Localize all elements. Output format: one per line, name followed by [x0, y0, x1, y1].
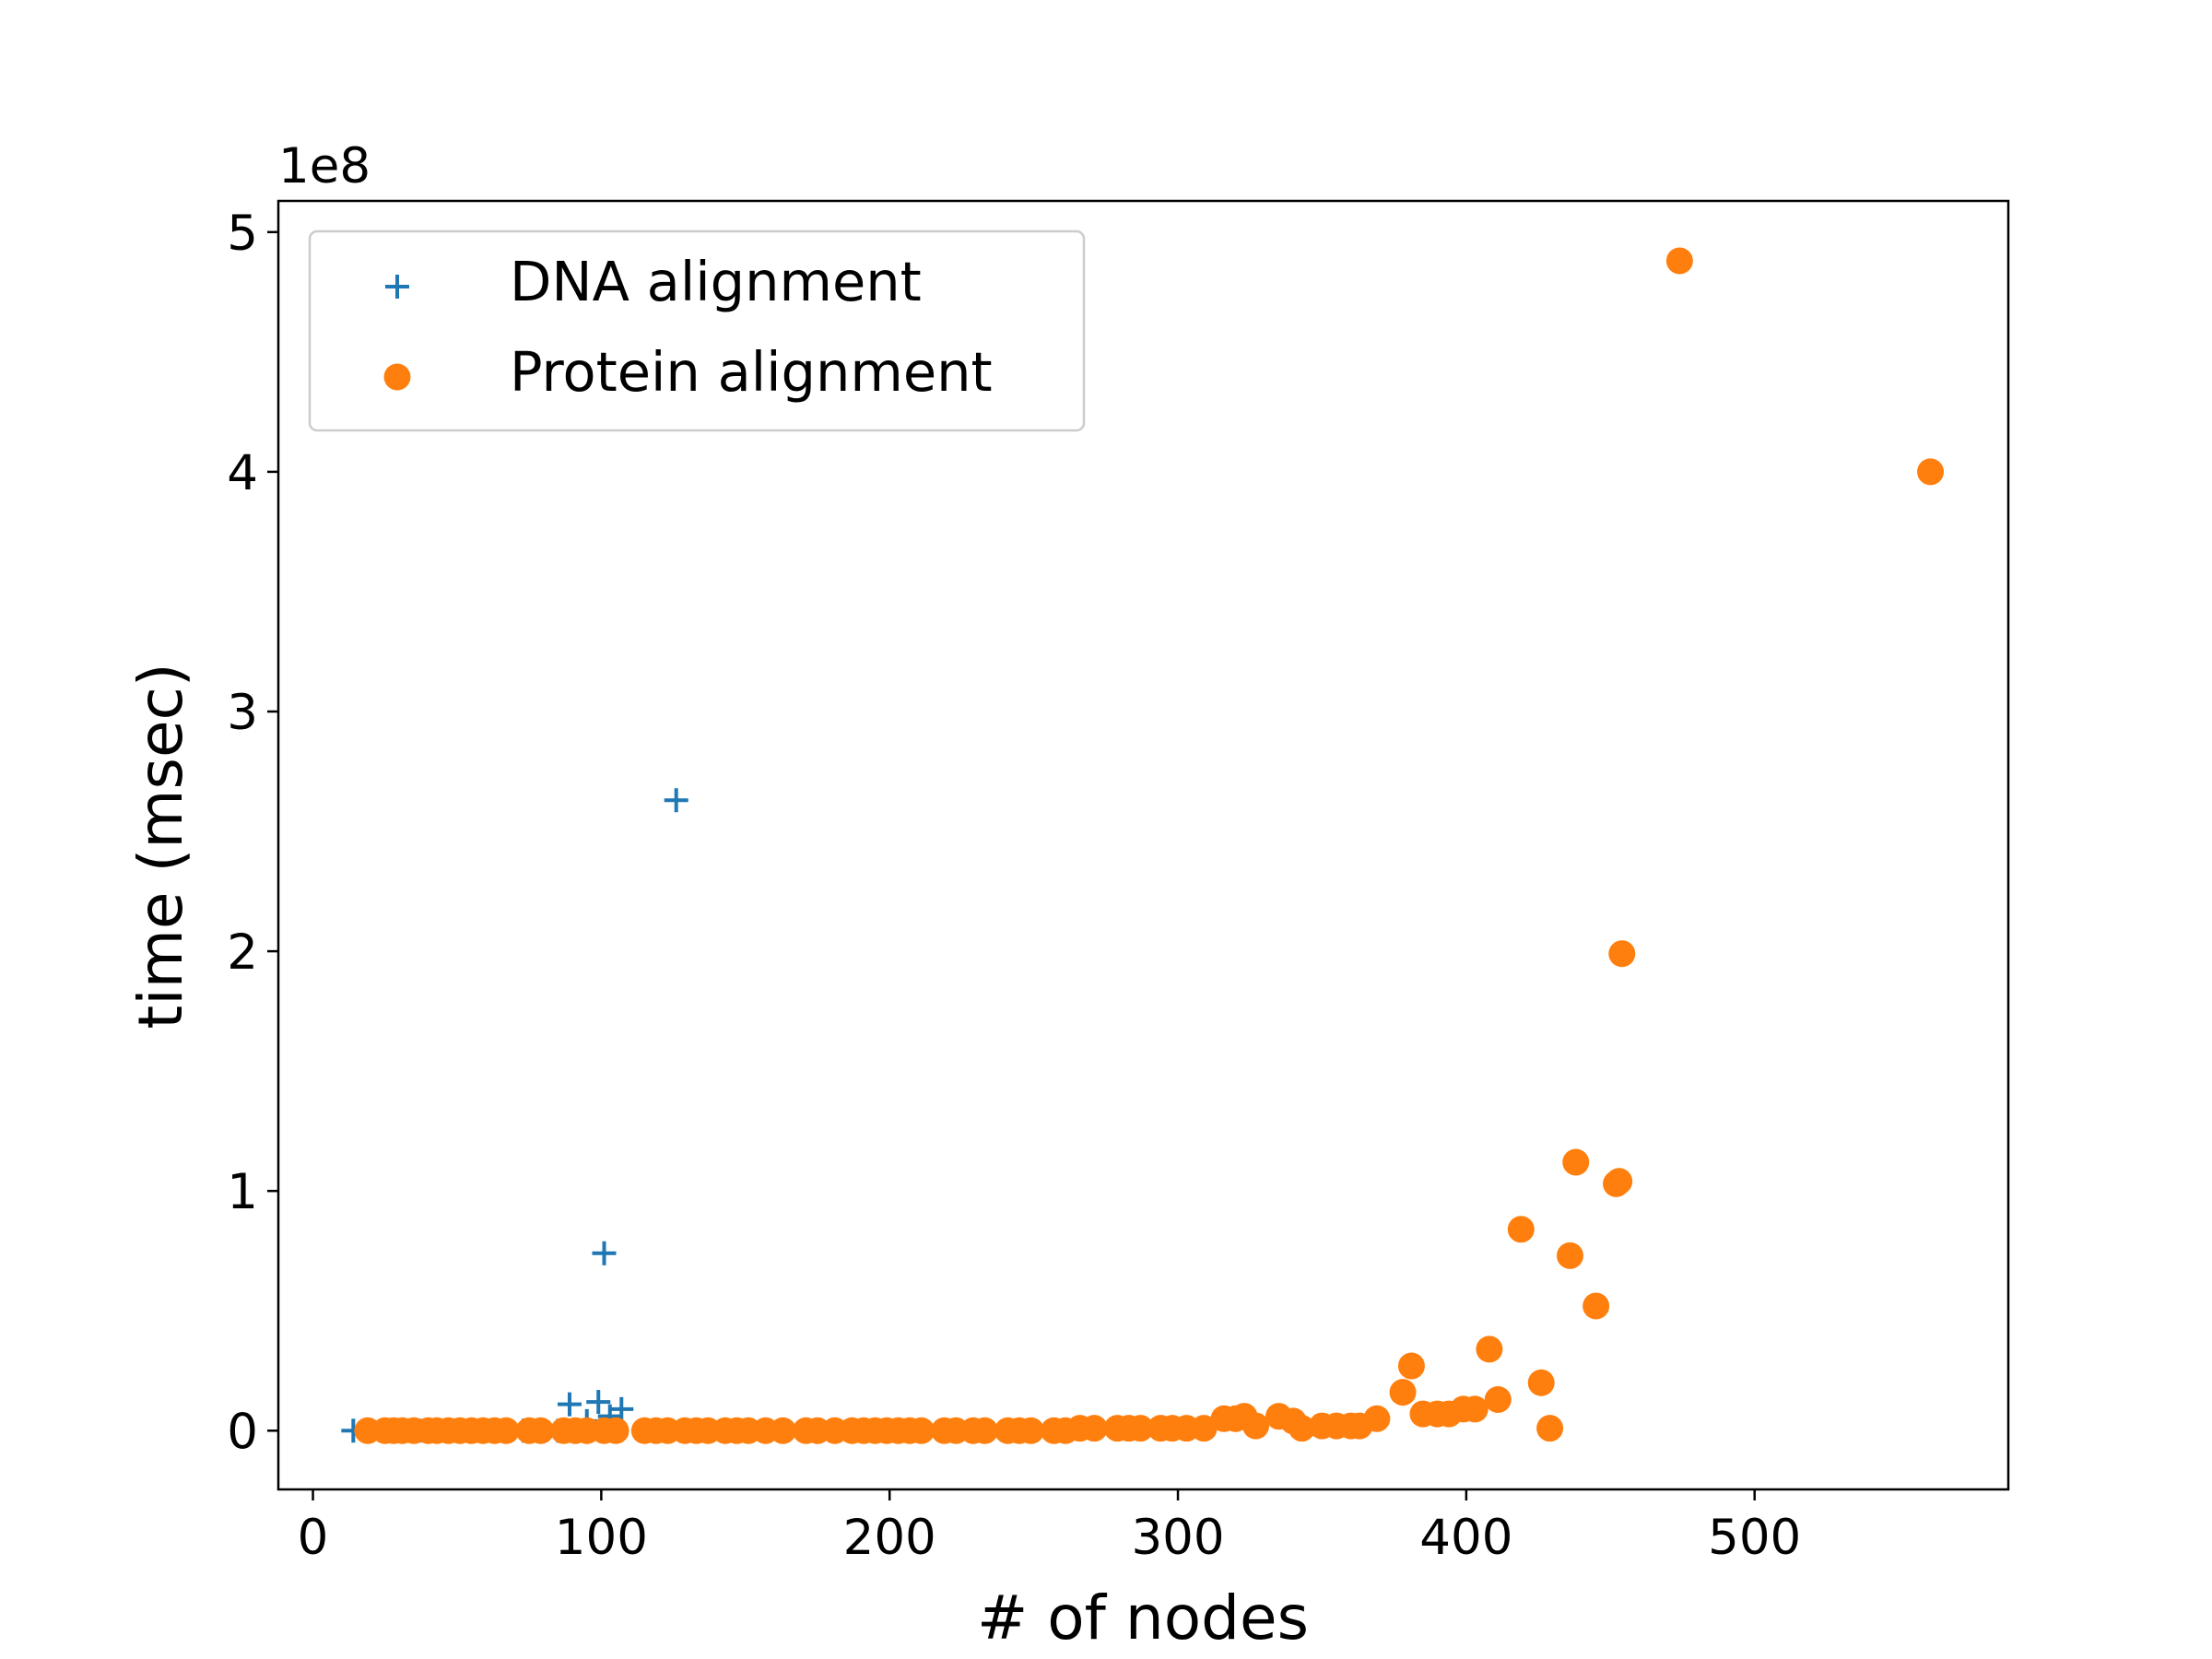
data-point-protein — [602, 1417, 629, 1444]
legend: DNA alignment Protein alignment — [308, 229, 1086, 432]
data-point-protein — [908, 1417, 935, 1444]
data-point-protein — [769, 1417, 796, 1444]
data-point-dna — [609, 1396, 634, 1421]
data-point-dna — [664, 788, 688, 813]
data-point-protein — [1389, 1379, 1417, 1406]
data-point-protein — [1476, 1335, 1503, 1363]
legend-circle-icon — [383, 363, 411, 391]
data-point-protein — [1527, 1369, 1555, 1396]
data-point-protein — [1606, 1168, 1633, 1195]
plot-data-layer — [341, 247, 1945, 1444]
data-point-protein — [1562, 1148, 1590, 1176]
x-axis-ticks: 0 100 200 300 400 500 — [298, 1489, 1801, 1566]
data-point-dna — [557, 1392, 582, 1417]
legend-label-protein: Protein alignment — [510, 340, 993, 404]
data-point-protein — [1665, 247, 1693, 275]
y-tick-label: 5 — [227, 206, 258, 262]
data-point-protein — [1507, 1216, 1535, 1243]
legend-box — [308, 229, 1086, 432]
data-point-protein — [1242, 1412, 1270, 1440]
y-tick-label: 2 — [227, 924, 258, 981]
data-point-protein — [527, 1417, 555, 1444]
x-tick-label: 0 — [298, 1510, 329, 1566]
data-point-protein — [492, 1417, 520, 1444]
x-tick-label: 300 — [1131, 1510, 1224, 1566]
x-tick-label: 500 — [1708, 1510, 1801, 1566]
x-tick-label: 400 — [1419, 1510, 1512, 1566]
x-axis-label: # of nodes — [977, 1583, 1309, 1653]
series-protein-alignment — [354, 247, 1945, 1444]
data-point-protein — [1461, 1395, 1488, 1423]
data-point-protein — [1190, 1415, 1218, 1442]
data-point-protein — [1608, 940, 1636, 968]
x-tick-label: 200 — [843, 1510, 936, 1566]
legend-plus-icon — [385, 275, 409, 299]
data-point-protein — [971, 1417, 998, 1444]
data-point-protein — [1556, 1241, 1583, 1269]
plot-frame — [276, 199, 2010, 1491]
y-tick-label: 1 — [227, 1164, 258, 1220]
data-point-protein — [1536, 1415, 1564, 1442]
data-point-protein — [1484, 1385, 1512, 1413]
legend-label-dna: DNA alignment — [510, 250, 922, 313]
y-axis-ticks: 0 1 2 3 4 5 — [227, 206, 278, 1460]
x-tick-label: 100 — [555, 1510, 648, 1566]
y-axis-label: time (msec) — [125, 663, 196, 1029]
data-point-dna — [586, 1390, 611, 1415]
data-point-protein — [1583, 1292, 1610, 1320]
y-tick-label: 3 — [227, 685, 258, 741]
y-tick-label: 0 — [227, 1404, 258, 1460]
series-dna-alignment — [341, 788, 688, 1443]
data-point-protein — [1288, 1415, 1316, 1442]
data-point-protein — [1363, 1405, 1391, 1432]
legend-marker-protein-circle — [383, 363, 411, 391]
data-point-dna — [592, 1241, 617, 1265]
data-point-protein — [1397, 1352, 1425, 1380]
legend-marker-dna-plus — [385, 275, 409, 299]
data-point-protein — [1080, 1415, 1108, 1442]
y-tick-label: 4 — [227, 445, 258, 501]
data-point-protein — [1126, 1415, 1154, 1442]
data-point-protein — [1017, 1417, 1044, 1444]
data-point-protein — [1917, 458, 1945, 486]
y-axis-offset-label: 1e8 — [278, 138, 371, 194]
